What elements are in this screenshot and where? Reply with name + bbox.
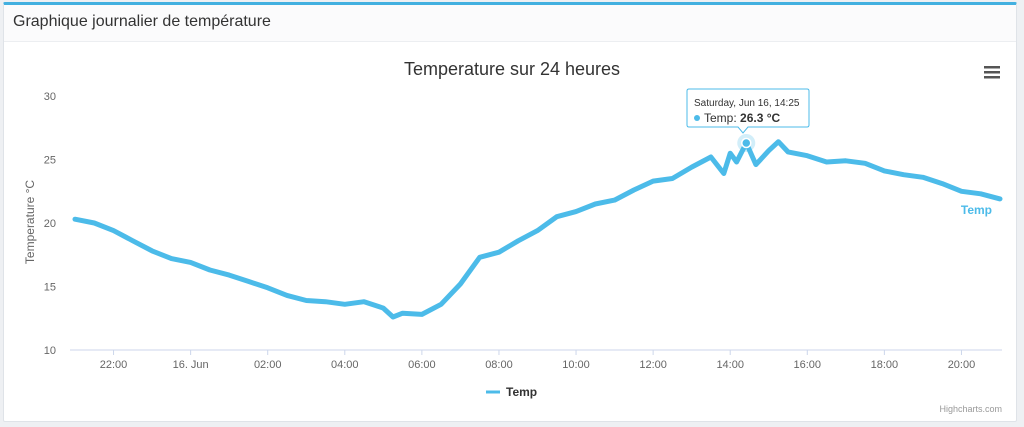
x-tick-label: 04:00 xyxy=(331,359,359,371)
x-axis: 22:00 16. Jun 02:00 04:00 06:00 08:00 10:00 12:… xyxy=(100,350,975,371)
y-axis-label: Temperature °C xyxy=(23,180,37,264)
y-tick-label: 10 xyxy=(44,345,56,357)
y-tick-label: 25 xyxy=(44,155,56,167)
chart-title: Temperature sur 24 heures xyxy=(404,59,620,79)
hamburger-icon-mid[interactable] xyxy=(984,71,1000,74)
tooltip-value: 26.3 °C xyxy=(740,111,780,125)
tooltip-series-dot xyxy=(694,115,700,121)
legend[interactable]: Temp xyxy=(486,385,537,399)
tooltip-box xyxy=(686,88,810,134)
y-tick-label: 20 xyxy=(44,218,56,230)
series-line-temp[interactable] xyxy=(72,139,1003,320)
tooltip-series: Temp: xyxy=(704,111,740,125)
series-end-label: Temp xyxy=(961,203,992,217)
y-tick-label: 30 xyxy=(44,91,56,103)
x-tick-label: 02:00 xyxy=(254,359,282,371)
y-axis: 10 15 20 25 30 xyxy=(44,91,56,357)
hover-marker[interactable] xyxy=(741,137,752,149)
x-tick-label: 18:00 xyxy=(871,359,899,371)
x-tick-label: 10:00 xyxy=(562,359,590,371)
menu-icon[interactable] xyxy=(984,66,1000,79)
chart-panel: Graphique journalier de température xyxy=(3,2,1017,422)
x-tick-label: 14:00 xyxy=(716,359,744,371)
panel-header: Graphique journalier de température xyxy=(4,5,1016,42)
tooltip-date: Saturday, Jun 16, 14:25 xyxy=(694,98,800,109)
x-tick-label: 22:00 xyxy=(100,359,128,371)
tooltip: Saturday, Jun 16, 14:25 Temp: 26.3 °C xyxy=(686,88,810,134)
x-tick-label: 06:00 xyxy=(408,359,436,371)
x-tick-label: 20:00 xyxy=(948,359,976,371)
x-tick-label: 16:00 xyxy=(794,359,822,371)
x-tick-label: 12:00 xyxy=(639,359,667,371)
credits-link[interactable]: Highcharts.com xyxy=(939,404,1002,414)
panel-title: Graphique journalier de température xyxy=(13,13,271,30)
hamburger-icon-bottom[interactable] xyxy=(984,76,1000,79)
hamburger-icon[interactable] xyxy=(984,66,1000,69)
x-tick-label: 16. Jun xyxy=(173,359,209,371)
y-tick-label: 15 xyxy=(44,282,56,294)
legend-item-temp[interactable]: Temp xyxy=(506,385,537,399)
x-tick-label: 08:00 xyxy=(485,359,513,371)
tooltip-line: Temp: 26.3 °C xyxy=(704,111,781,125)
